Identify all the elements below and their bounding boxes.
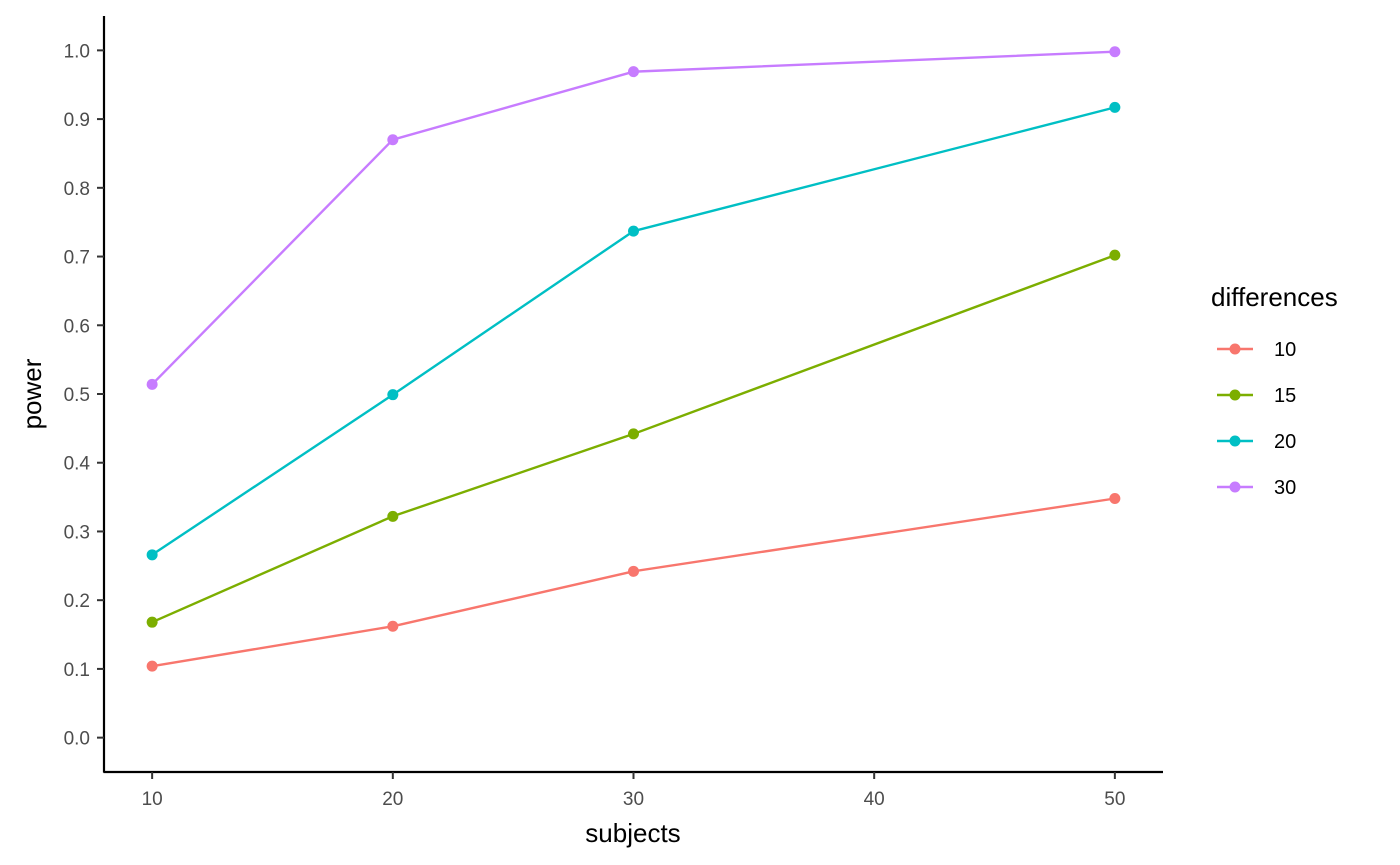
x-tick-label: 30 <box>623 789 644 810</box>
data-point <box>146 549 158 561</box>
legend-key-point <box>1229 343 1241 355</box>
y-tick-label: 0.5 <box>64 385 90 406</box>
series-20 <box>146 101 1121 561</box>
series-layer <box>146 46 1121 672</box>
legend-label: 15 <box>1274 385 1296 407</box>
y-tick-label: 0.8 <box>64 179 90 200</box>
legend-key-point <box>1229 389 1241 401</box>
y-tick-label: 0.4 <box>64 454 91 475</box>
legend-label: 30 <box>1274 477 1296 499</box>
y-tick-label: 0.3 <box>64 522 90 543</box>
x-tick-label: 20 <box>382 789 403 810</box>
series-line-30 <box>151 50 1115 386</box>
legend-item-10: 10 <box>1217 339 1296 361</box>
y-tick-label: 0.6 <box>64 316 90 337</box>
x-tick-label: 40 <box>864 789 885 810</box>
series-line-10 <box>151 497 1116 668</box>
data-point <box>628 565 639 577</box>
data-point <box>1109 101 1121 113</box>
series-line-20 <box>151 106 1116 556</box>
data-point <box>387 620 399 632</box>
legend-label: 20 <box>1274 431 1296 453</box>
y-tick-label: 0.9 <box>64 110 90 131</box>
legend-key-point <box>1229 435 1241 447</box>
data-point <box>387 510 399 522</box>
data-point <box>387 134 399 146</box>
y-tick-label: 1.0 <box>64 41 90 62</box>
data-point <box>387 389 399 401</box>
legend-key-point <box>1229 481 1241 493</box>
x-axis-title: subjects <box>585 818 680 848</box>
legend-items: 10 15 20 30 <box>1217 339 1296 499</box>
x-tick-label: 50 <box>1104 789 1125 810</box>
data-point <box>1109 46 1121 58</box>
data-point <box>146 660 158 672</box>
data-point <box>628 428 639 440</box>
series-line-15 <box>151 254 1116 624</box>
y-tick-label: 0.7 <box>64 248 90 269</box>
legend-title: differences <box>1211 282 1338 312</box>
legend-label: 10 <box>1274 339 1296 361</box>
data-point <box>146 378 158 390</box>
y-tick-label: 0.0 <box>64 729 90 750</box>
data-point <box>1109 492 1121 504</box>
data-point <box>146 616 158 628</box>
y-axis-title: power <box>17 358 47 429</box>
legend: differences 10 15 20 30 <box>1211 282 1338 499</box>
axes: 0.0 0.1 0.2 0.3 0.4 0.5 0.6 0.7 0.8 0.9 1.0 10 20 30 4… <box>64 16 1163 810</box>
y-tick-label: 0.1 <box>64 660 90 681</box>
data-point <box>1109 249 1121 261</box>
legend-item-30: 30 <box>1217 477 1296 499</box>
series-15 <box>146 249 1121 628</box>
legend-item-15: 15 <box>1217 385 1296 407</box>
series-30 <box>146 46 1121 390</box>
data-point <box>628 225 639 237</box>
data-point <box>628 66 639 78</box>
x-tick-label: 10 <box>142 789 163 810</box>
y-tick-label: 0.2 <box>64 591 90 612</box>
legend-item-20: 20 <box>1217 431 1296 453</box>
series-10 <box>146 492 1121 672</box>
